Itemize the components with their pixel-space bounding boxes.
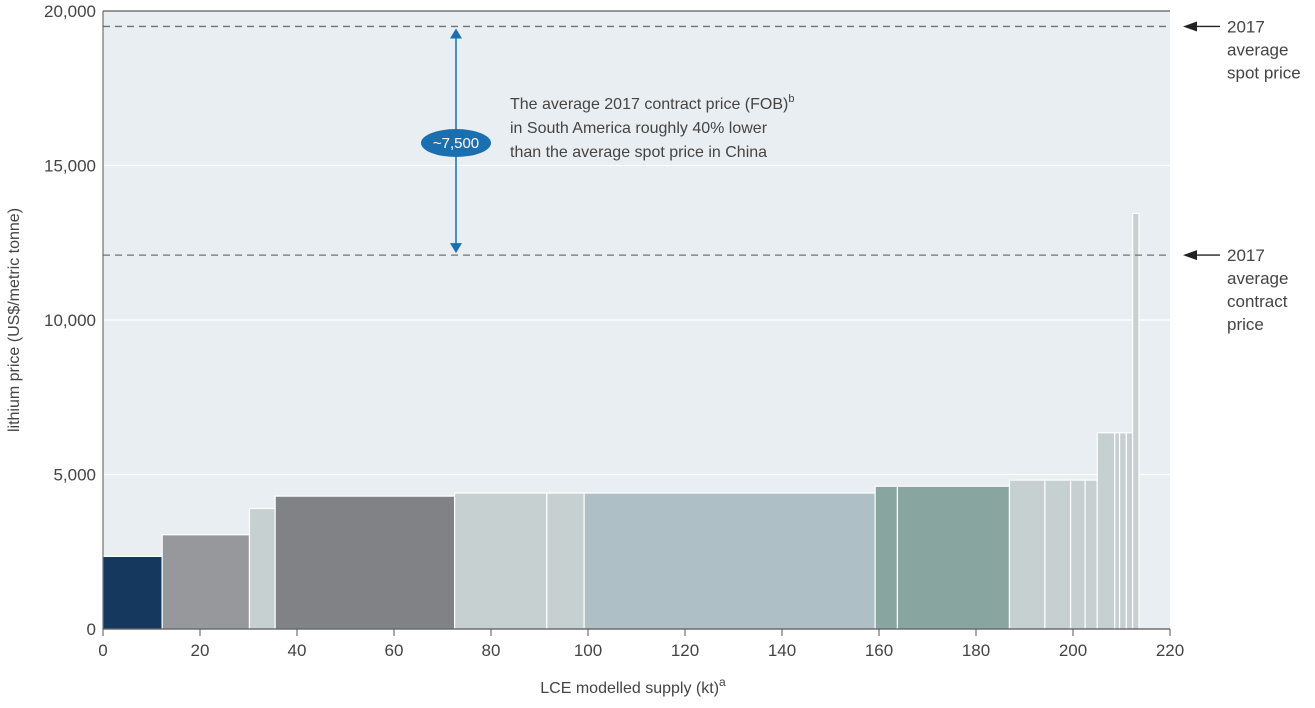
- reference-label-0-line-2: spot price: [1227, 63, 1301, 82]
- y-tick-labels: 0 5,000 10,000 15,000 20,000: [44, 2, 96, 639]
- x-tick-label-4: 80: [482, 641, 501, 660]
- axes: [102, 10, 1171, 636]
- side-arrowhead-1: [1183, 250, 1197, 261]
- gap-indicator: ~7,500: [421, 28, 491, 254]
- y-tick-label-4: 20,000: [44, 2, 96, 21]
- x-tick-label-8: 160: [865, 641, 893, 660]
- reference-lines: [103, 25, 1170, 256]
- y-axis-title: lithium price (US$/metric tonne): [6, 208, 23, 432]
- bar-5: [546, 492, 585, 630]
- x-tick-labels: 0 20 40 60 80 100 120 140 160 180 200 220: [98, 641, 1184, 660]
- annotation-text: The average 2017 contract price (FOB)b i…: [510, 93, 794, 161]
- annotation-superscript: b: [788, 93, 794, 105]
- reference-label-1-line-3: price: [1227, 315, 1264, 334]
- x-tick-label-0: 0: [98, 641, 107, 660]
- bar-11: [1069, 479, 1086, 630]
- bar-7: [874, 485, 899, 630]
- bar-8: [896, 485, 1011, 630]
- reference-line-labels: 2017 average spot price 2017 average contract…: [1183, 17, 1301, 334]
- x-tick-label-7: 140: [768, 641, 796, 660]
- reference-label-1-line-2: contract: [1227, 292, 1288, 311]
- y-tick-label-1: 5,000: [53, 466, 96, 485]
- bar-16: [1125, 432, 1134, 630]
- x-tick-label-11: 220: [1156, 641, 1184, 660]
- bar-1: [161, 534, 251, 630]
- x-tick-label-9: 180: [962, 641, 990, 660]
- bar-17: [1132, 212, 1140, 630]
- gap-arrowhead-bottom: [450, 243, 462, 254]
- x-tick-label-6: 120: [671, 641, 699, 660]
- reference-label-1-line-1: average: [1227, 269, 1288, 288]
- bar-3: [274, 495, 456, 630]
- y-tick-label-2: 10,000: [44, 311, 96, 330]
- bar-0: [102, 555, 163, 630]
- x-axis-title: LCE modelled supply (kt)a: [540, 675, 726, 697]
- bar-14: [1114, 432, 1121, 630]
- gap-badge-label: ~7,500: [433, 135, 479, 152]
- bars: [102, 212, 1140, 630]
- annotation-line-3: than the average spot price in China: [510, 144, 767, 161]
- gap-arrowhead-top: [450, 28, 462, 39]
- reference-label-0-line-0: 2017: [1227, 17, 1265, 36]
- bar-4: [454, 492, 548, 630]
- gap-badge: [421, 129, 491, 157]
- x-tick-label-5: 100: [574, 641, 602, 660]
- y-tick-label-0: 0: [87, 620, 96, 639]
- annotation-line-1-text: The average 2017 contract price (FOB): [510, 96, 788, 113]
- bar-6: [583, 492, 876, 630]
- reference-label-0-line-1: average: [1227, 40, 1288, 59]
- x-axis-title-text: LCE modelled supply (kt): [540, 680, 719, 697]
- x-tick-label-3: 60: [385, 641, 404, 660]
- bar-9: [1008, 479, 1046, 630]
- bar-13: [1096, 432, 1116, 630]
- reference-label-1-line-0: 2017: [1227, 246, 1265, 265]
- x-tick-label-2: 40: [288, 641, 307, 660]
- annotation-line-1: The average 2017 contract price (FOB)b: [510, 93, 794, 113]
- bar-15: [1118, 432, 1127, 630]
- bar-2: [248, 507, 276, 630]
- x-axis-title-superscript: a: [719, 675, 726, 689]
- bar-10: [1044, 479, 1072, 630]
- y-tick-label-3: 15,000: [44, 157, 96, 176]
- side-arrowhead-0: [1183, 21, 1197, 32]
- bar-12: [1084, 479, 1098, 630]
- x-tick-label-1: 20: [191, 641, 210, 660]
- x-tick-label-10: 200: [1059, 641, 1087, 660]
- annotation-line-2: in South America roughly 40% lower: [510, 120, 768, 137]
